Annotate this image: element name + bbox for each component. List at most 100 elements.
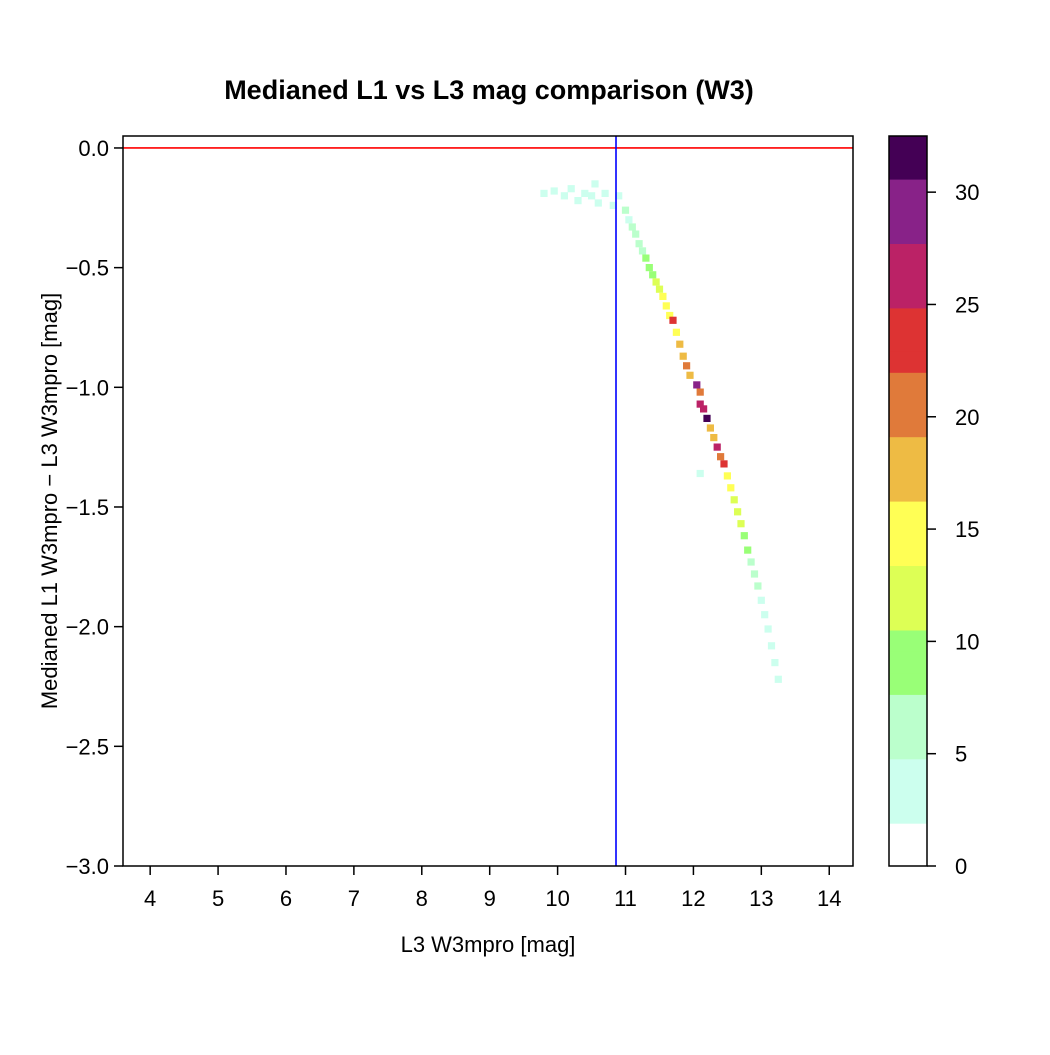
heatmap-bin bbox=[669, 316, 677, 324]
y-tick-label: −2.5 bbox=[66, 734, 109, 759]
heatmap-bin bbox=[143, 194, 151, 202]
heatmap-bin bbox=[397, 192, 405, 200]
colorbar-segment bbox=[889, 780, 927, 803]
y-axis-label: Medianed L1 W3mpro − L3 W3mpro [mag] bbox=[37, 293, 62, 709]
colorbar-tick-label: 5 bbox=[955, 742, 967, 767]
heatmap-bin bbox=[526, 192, 534, 200]
colorbar-segment bbox=[889, 522, 927, 545]
heatmap-bins bbox=[143, 175, 826, 846]
heatmap-bin bbox=[672, 328, 680, 336]
heatmap-bin bbox=[649, 340, 657, 348]
colorbar-segment bbox=[889, 715, 927, 738]
heatmap-bin bbox=[791, 733, 799, 741]
colorbar-segment bbox=[889, 565, 927, 588]
heatmap-bin bbox=[686, 371, 694, 379]
heatmap-bin bbox=[818, 838, 826, 846]
heatmap-bin bbox=[703, 414, 711, 422]
heatmap-bin bbox=[550, 187, 558, 195]
heatmap-bin bbox=[632, 230, 640, 238]
colorbar-tick-label: 10 bbox=[955, 629, 979, 654]
heatmap-bin bbox=[659, 292, 667, 300]
heatmap-bin bbox=[727, 484, 735, 492]
x-tick-label: 12 bbox=[681, 886, 705, 911]
heatmap-bin bbox=[601, 189, 609, 197]
heatmap-bin bbox=[638, 247, 647, 255]
heatmap-bin bbox=[750, 654, 759, 662]
heatmap-bin bbox=[574, 197, 582, 205]
colorbar-segment bbox=[889, 307, 927, 330]
heatmap-bin bbox=[801, 766, 810, 774]
heatmap-bin bbox=[649, 271, 657, 279]
heatmap-bin bbox=[655, 285, 664, 293]
heatmap-bin bbox=[740, 532, 748, 540]
colorbar-segment bbox=[889, 586, 927, 609]
heatmap-bin bbox=[652, 278, 660, 286]
heatmap-bin bbox=[693, 381, 701, 389]
colorbar-segment bbox=[889, 758, 927, 781]
heatmap-bin bbox=[666, 311, 674, 320]
colorbar-segment bbox=[889, 737, 927, 760]
heatmap-bin bbox=[734, 508, 742, 516]
heatmap-bin bbox=[761, 611, 769, 619]
heatmap-bin bbox=[730, 496, 738, 504]
chart-title: Medianed L1 vs L3 mag comparison (W3) bbox=[224, 75, 754, 105]
heatmap-bin bbox=[581, 189, 589, 197]
colorbar-segment bbox=[889, 436, 927, 459]
x-tick-label: 8 bbox=[416, 886, 428, 911]
heatmap-bin bbox=[757, 596, 765, 604]
colorbar-segment bbox=[889, 501, 927, 524]
heatmap-bin bbox=[567, 185, 575, 193]
colorbar-segment bbox=[889, 801, 927, 824]
heatmap-bin bbox=[710, 434, 718, 442]
y-tick-label: 0.0 bbox=[78, 136, 109, 161]
heatmap-bin bbox=[506, 187, 514, 195]
heatmap-bin bbox=[367, 194, 375, 202]
colorbar-segment bbox=[889, 458, 927, 481]
heatmap-bin bbox=[683, 431, 691, 439]
colorbar: 0 5 10 15 20 25 30 bbox=[888, 135, 979, 879]
heatmap-bin bbox=[190, 194, 198, 202]
colorbar-frame bbox=[888, 135, 928, 867]
heatmap-bin bbox=[744, 546, 752, 554]
colorbar-segment bbox=[889, 350, 927, 373]
colorbar-segment bbox=[889, 844, 927, 867]
heatmap-bin bbox=[764, 625, 772, 633]
heatmap-bin bbox=[700, 405, 708, 413]
heatmap-bin bbox=[604, 175, 613, 183]
heatmap-bin bbox=[754, 582, 762, 590]
colorbar-segment bbox=[889, 694, 927, 717]
heatmap-bin bbox=[696, 469, 704, 478]
colorbar-segment bbox=[889, 415, 927, 438]
colorbar-segment bbox=[889, 372, 927, 395]
heatmap-bin bbox=[676, 340, 684, 348]
colorbar-segment bbox=[889, 286, 927, 309]
heatmap-bin bbox=[588, 192, 596, 200]
y-tick-label: −0.5 bbox=[66, 256, 109, 281]
heatmap-bin bbox=[723, 472, 731, 480]
heatmap-bin bbox=[414, 187, 422, 195]
heatmap-bin bbox=[594, 199, 602, 207]
heatmap-bin bbox=[625, 216, 633, 224]
heatmap-bin bbox=[737, 520, 745, 528]
heatmap-bin bbox=[635, 240, 643, 248]
heatmap-bin bbox=[628, 223, 636, 231]
colorbar-segment bbox=[889, 243, 927, 266]
colorbar-segment bbox=[889, 543, 927, 566]
colorbar-segment bbox=[889, 608, 927, 631]
colorbar-segment bbox=[889, 178, 927, 201]
colorbar-segment bbox=[889, 651, 927, 674]
colorbar-segment bbox=[889, 329, 927, 352]
x-tick-label: 4 bbox=[144, 886, 156, 911]
heatmap-bin bbox=[778, 694, 786, 703]
heatmap-bin bbox=[560, 192, 568, 200]
heatmap-bin bbox=[462, 194, 470, 202]
x-tick-label: 13 bbox=[749, 886, 773, 911]
x-tick-label: 14 bbox=[817, 886, 841, 911]
x-tick-label: 10 bbox=[545, 886, 569, 911]
heatmap-bin bbox=[737, 599, 745, 607]
heatmap-bin bbox=[747, 558, 755, 566]
y-tick-label: −2.0 bbox=[66, 615, 109, 640]
x-axis-label: L3 W3mpro [mag] bbox=[401, 932, 576, 957]
